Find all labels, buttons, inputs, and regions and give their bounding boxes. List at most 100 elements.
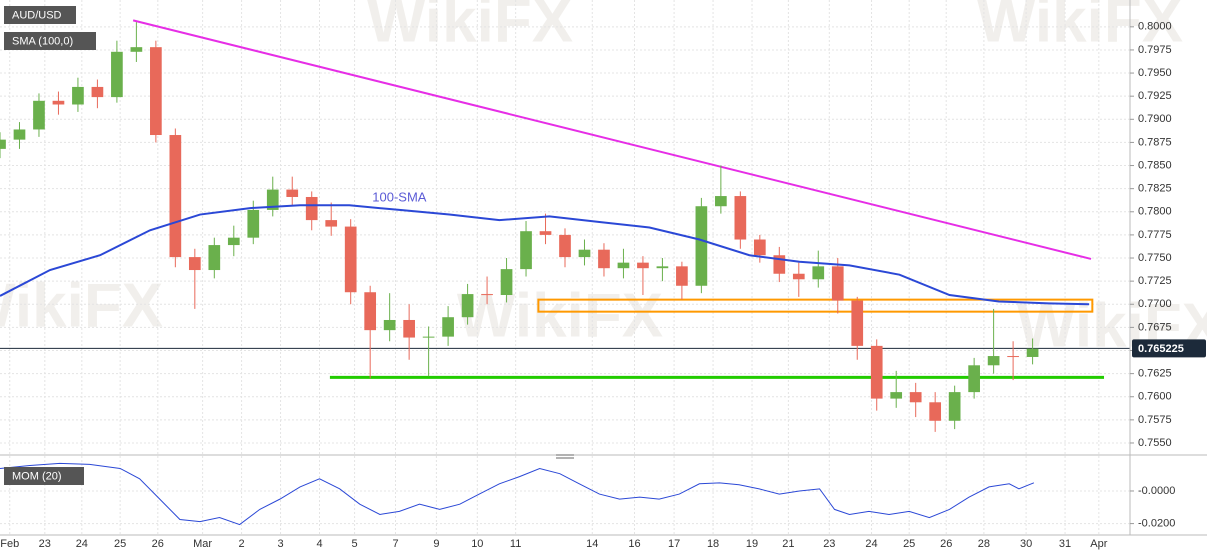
x-tick-label: Mar (193, 538, 212, 550)
candle-body (656, 266, 669, 269)
candle-body (461, 294, 474, 318)
x-tick-label: Feb (0, 538, 19, 550)
plot: 100-SMA (0, 19, 1130, 526)
watermark: WikiFX (457, 281, 663, 350)
candle-body (695, 206, 708, 286)
momentum-line (0, 462, 1035, 526)
x-tick-label: 25 (903, 538, 915, 550)
y-tick-label: 0.7825 (1138, 183, 1172, 195)
candle-body (948, 392, 961, 421)
candle-body (305, 196, 318, 221)
y-tick-label: 0.7975 (1138, 44, 1172, 56)
candle-body (227, 237, 240, 246)
candle-body (987, 356, 1000, 366)
candle-body (559, 234, 571, 258)
y-tick-label: 0.7575 (1138, 414, 1172, 426)
candle-body (481, 294, 493, 296)
y-tick-label: 0.7700 (1138, 298, 1172, 310)
x-tick-label: 19 (746, 538, 758, 550)
last-price-label: 0.765225 (1138, 343, 1184, 355)
candle-body (91, 86, 104, 98)
grid (0, 0, 1130, 535)
x-tick-label: 17 (668, 538, 680, 550)
x-tick-label: 14 (586, 538, 598, 550)
resistance-zone (537, 298, 1094, 313)
watermarks: WikiFXWikiFXWikiFXWikiFXWikiFX (0, 0, 1207, 360)
candle-body (13, 129, 26, 140)
candle-body (539, 231, 552, 235)
x-tick-label: 11 (510, 538, 521, 550)
y-tick-label: 0.7900 (1138, 113, 1172, 125)
y-tick-label: 0.7550 (1138, 437, 1172, 449)
candle-body (111, 51, 123, 98)
y-tick-label: 0.7775 (1138, 229, 1172, 241)
candle-body (52, 100, 65, 105)
x-tick-label: 31 (1059, 538, 1071, 550)
candle-body (715, 196, 727, 207)
candle-body (890, 392, 903, 399)
candle-body (734, 196, 747, 240)
candle-body (831, 266, 844, 301)
candle-body (1026, 348, 1039, 357)
candle-body (442, 317, 454, 337)
candle-body (598, 249, 610, 269)
x-tick-label: 23 (39, 538, 51, 550)
candle-body (422, 336, 435, 338)
x-tick-label: 9 (433, 538, 439, 550)
x-tick-label: 10 (471, 538, 483, 550)
x-tick-label: 4 (316, 538, 322, 550)
candle-body (1007, 356, 1019, 358)
x-tick-label: 16 (628, 538, 640, 550)
candle-body (968, 365, 980, 393)
candle-body (773, 255, 786, 274)
candle-body (637, 262, 649, 269)
candle-body (33, 100, 45, 130)
candle-body (169, 135, 182, 258)
x-tick-label: 23 (823, 538, 835, 550)
mom-legend: MOM (20) (12, 470, 62, 482)
x-tick-label: 5 (352, 538, 358, 550)
symbol-label: AUD/USD (12, 9, 62, 21)
watermark: WikiFX (367, 0, 573, 55)
candle-body (753, 239, 766, 256)
x-tick-label: 7 (392, 538, 398, 550)
candle-body (520, 231, 532, 270)
candle-body (403, 319, 415, 338)
y-tick-label: 0.7800 (1138, 206, 1172, 218)
candle-body (500, 269, 513, 296)
sma-line (0, 204, 1090, 306)
candle-body (266, 189, 279, 210)
candle-body (72, 86, 84, 105)
x-tick-label: 26 (940, 538, 952, 550)
y-tick-label: 0.7875 (1138, 136, 1172, 148)
y-tick-label: 0.7725 (1138, 275, 1172, 287)
candle-body (130, 47, 143, 52)
candle-body (617, 262, 630, 269)
y-tick-label: 0.7625 (1138, 368, 1172, 380)
candle-body (870, 345, 883, 399)
watermark: WikiFX (977, 0, 1183, 55)
axes: Feb 23 24 25 26 Mar 2 3 4 5 7 9 10 11 14 16 17 18 19 21 23 24… (0, 21, 1206, 550)
candle-body (150, 47, 162, 136)
candle-body (792, 273, 805, 280)
y-tick-label: -0.0200 (1138, 517, 1175, 529)
x-tick-label: 30 (1020, 538, 1032, 550)
sma-box (4, 32, 96, 50)
candle-body (383, 319, 396, 331)
candle-body (286, 189, 299, 197)
last-price-box (1132, 339, 1206, 358)
x-tick-label: 21 (782, 538, 794, 550)
y-tick-label: 0.7600 (1138, 391, 1172, 403)
trend-line (132, 19, 1092, 260)
x-tick-label: 2 (239, 538, 245, 550)
x-tick-label: 24 (76, 538, 88, 550)
x-tick-label: 28 (978, 538, 990, 550)
mom-box (4, 467, 84, 485)
candle-body (364, 292, 377, 331)
sma-annotation: 100-SMA (372, 189, 427, 204)
y-tick-label: 0.7950 (1138, 67, 1172, 79)
y-tick-label: 0.8000 (1138, 21, 1172, 33)
candle-body (247, 209, 260, 238)
